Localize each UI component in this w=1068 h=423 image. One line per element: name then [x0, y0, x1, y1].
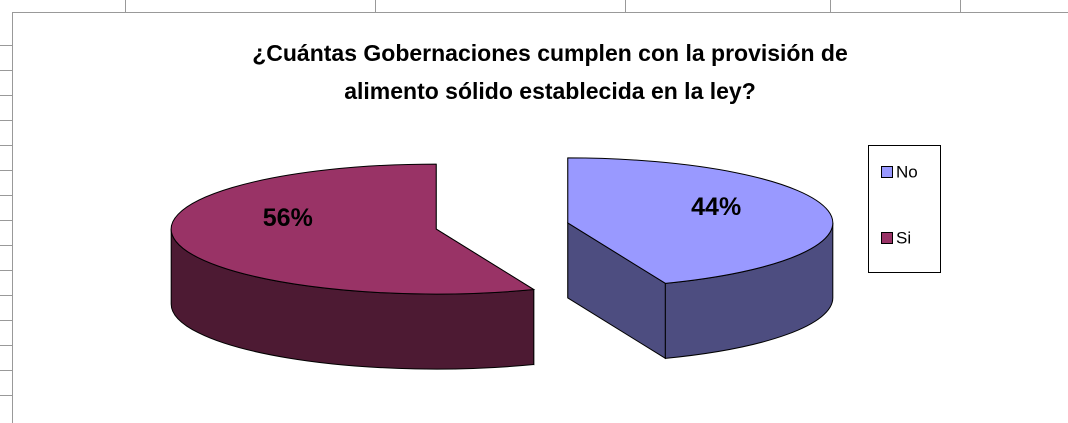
legend-label: Si [896, 228, 911, 247]
pie-slice [567, 157, 834, 360]
legend-swatch [881, 232, 893, 244]
slice-top [170, 163, 536, 295]
legend-box [868, 145, 941, 273]
chart-title: ¿Cuántas Gobernaciones cumplen con la pr… [252, 40, 848, 66]
data-label: 44% [691, 193, 741, 221]
pie-slice [170, 163, 536, 370]
legend-label: No [896, 162, 918, 181]
data-label: 56% [263, 204, 313, 232]
legend-swatch [881, 166, 893, 178]
chart-title: alimento sólido establecida en la ley? [344, 78, 756, 104]
slice-top [567, 157, 834, 284]
